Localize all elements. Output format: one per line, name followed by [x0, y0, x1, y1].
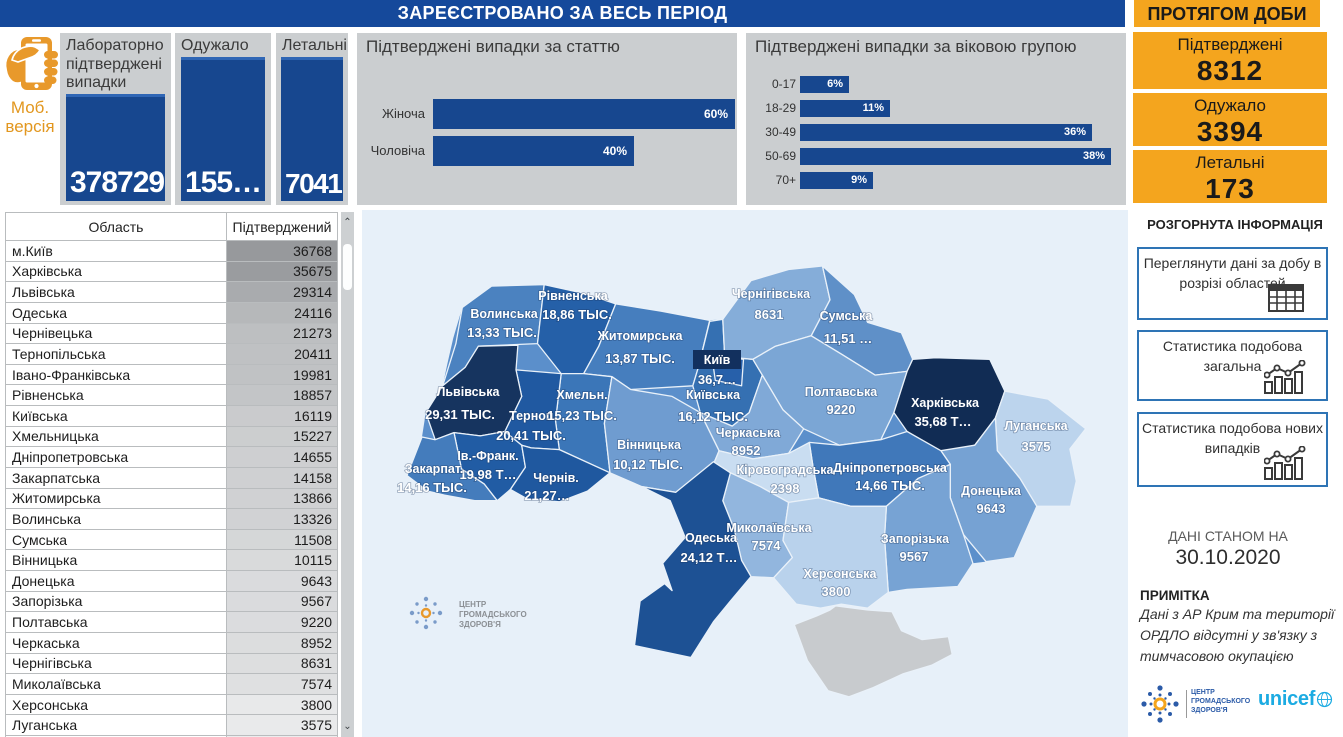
svg-text:24,12 Т…: 24,12 Т…	[680, 550, 737, 565]
svg-text:Хмельн.: Хмельн.	[556, 388, 607, 402]
svg-text:8631: 8631	[755, 307, 784, 322]
svg-text:11,51 …: 11,51 …	[824, 331, 872, 346]
svg-text:Житомирська: Житомирська	[597, 329, 684, 343]
svg-text:Харківська: Харківська	[911, 396, 980, 410]
svg-text:Рівненська: Рівненська	[538, 289, 608, 303]
svg-text:Черкаська: Черкаська	[716, 426, 781, 440]
svg-text:Дніпропетровська: Дніпропетровська	[833, 461, 948, 475]
svg-text:36,7…: 36,7…	[698, 372, 736, 387]
svg-text:Донецька: Донецька	[961, 484, 1022, 498]
svg-text:8952: 8952	[732, 443, 761, 458]
svg-text:35,68 Т…: 35,68 Т…	[914, 414, 971, 429]
svg-text:19,98 Т…: 19,98 Т…	[459, 467, 516, 482]
svg-text:16,12 ТЫС.: 16,12 ТЫС.	[678, 409, 748, 424]
svg-text:3575: 3575	[1022, 439, 1051, 454]
svg-text:18,86 ТЫС.: 18,86 ТЫС.	[542, 307, 612, 322]
svg-text:Полтавська: Полтавська	[805, 385, 879, 399]
svg-text:Волинська: Волинська	[470, 307, 538, 321]
svg-text:Херсонська: Херсонська	[804, 567, 878, 581]
svg-text:21,27…: 21,27…	[524, 488, 570, 503]
svg-text:Львівська: Львівська	[437, 385, 501, 399]
svg-text:Одеська: Одеська	[685, 531, 738, 545]
svg-text:Вінницька: Вінницька	[617, 438, 682, 452]
svg-text:15,23 ТЫС.: 15,23 ТЫС.	[547, 408, 617, 423]
svg-text:13,33 ТЫС.: 13,33 ТЫС.	[467, 325, 537, 340]
svg-text:14,66 ТЫС.: 14,66 ТЫС.	[855, 478, 925, 493]
svg-text:Сумська: Сумська	[820, 309, 874, 323]
svg-text:Ів.-Франк.: Ів.-Франк.	[457, 449, 518, 463]
svg-text:Київська: Київська	[686, 388, 741, 402]
svg-text:9643: 9643	[977, 501, 1006, 516]
svg-text:Закарпат.: Закарпат.	[405, 462, 464, 476]
svg-text:ЦЕНТР: ЦЕНТР	[459, 600, 487, 609]
svg-text:Кіровоградська: Кіровоградська	[737, 463, 835, 477]
svg-text:Луганська: Луганська	[1004, 419, 1068, 433]
svg-text:Запорізька: Запорізька	[881, 532, 950, 546]
svg-text:2398: 2398	[771, 481, 800, 496]
svg-text:9567: 9567	[900, 549, 929, 564]
svg-text:ГРОМАДСЬКОГО: ГРОМАДСЬКОГО	[459, 610, 527, 619]
svg-text:29,31 ТЫС.: 29,31 ТЫС.	[425, 407, 495, 422]
svg-text:9220: 9220	[827, 402, 856, 417]
svg-text:14,16 ТЫС.: 14,16 ТЫС.	[397, 480, 467, 495]
svg-text:Київ: Київ	[704, 353, 731, 367]
svg-text:ЗДОРОВ'Я: ЗДОРОВ'Я	[459, 620, 501, 629]
svg-text:Терноп.: Терноп.	[509, 409, 557, 423]
svg-text:10,12 ТЫС.: 10,12 ТЫС.	[613, 457, 683, 472]
svg-text:7574: 7574	[752, 538, 782, 553]
svg-text:Чернів.: Чернів.	[533, 471, 579, 485]
svg-text:Чернігівська: Чернігівська	[732, 287, 811, 301]
svg-text:3800: 3800	[822, 584, 851, 599]
svg-text:13,87 ТЫС.: 13,87 ТЫС.	[605, 351, 675, 366]
svg-text:20,41 ТЫС.: 20,41 ТЫС.	[496, 428, 566, 443]
svg-text:Миколаївська: Миколаївська	[726, 521, 812, 535]
